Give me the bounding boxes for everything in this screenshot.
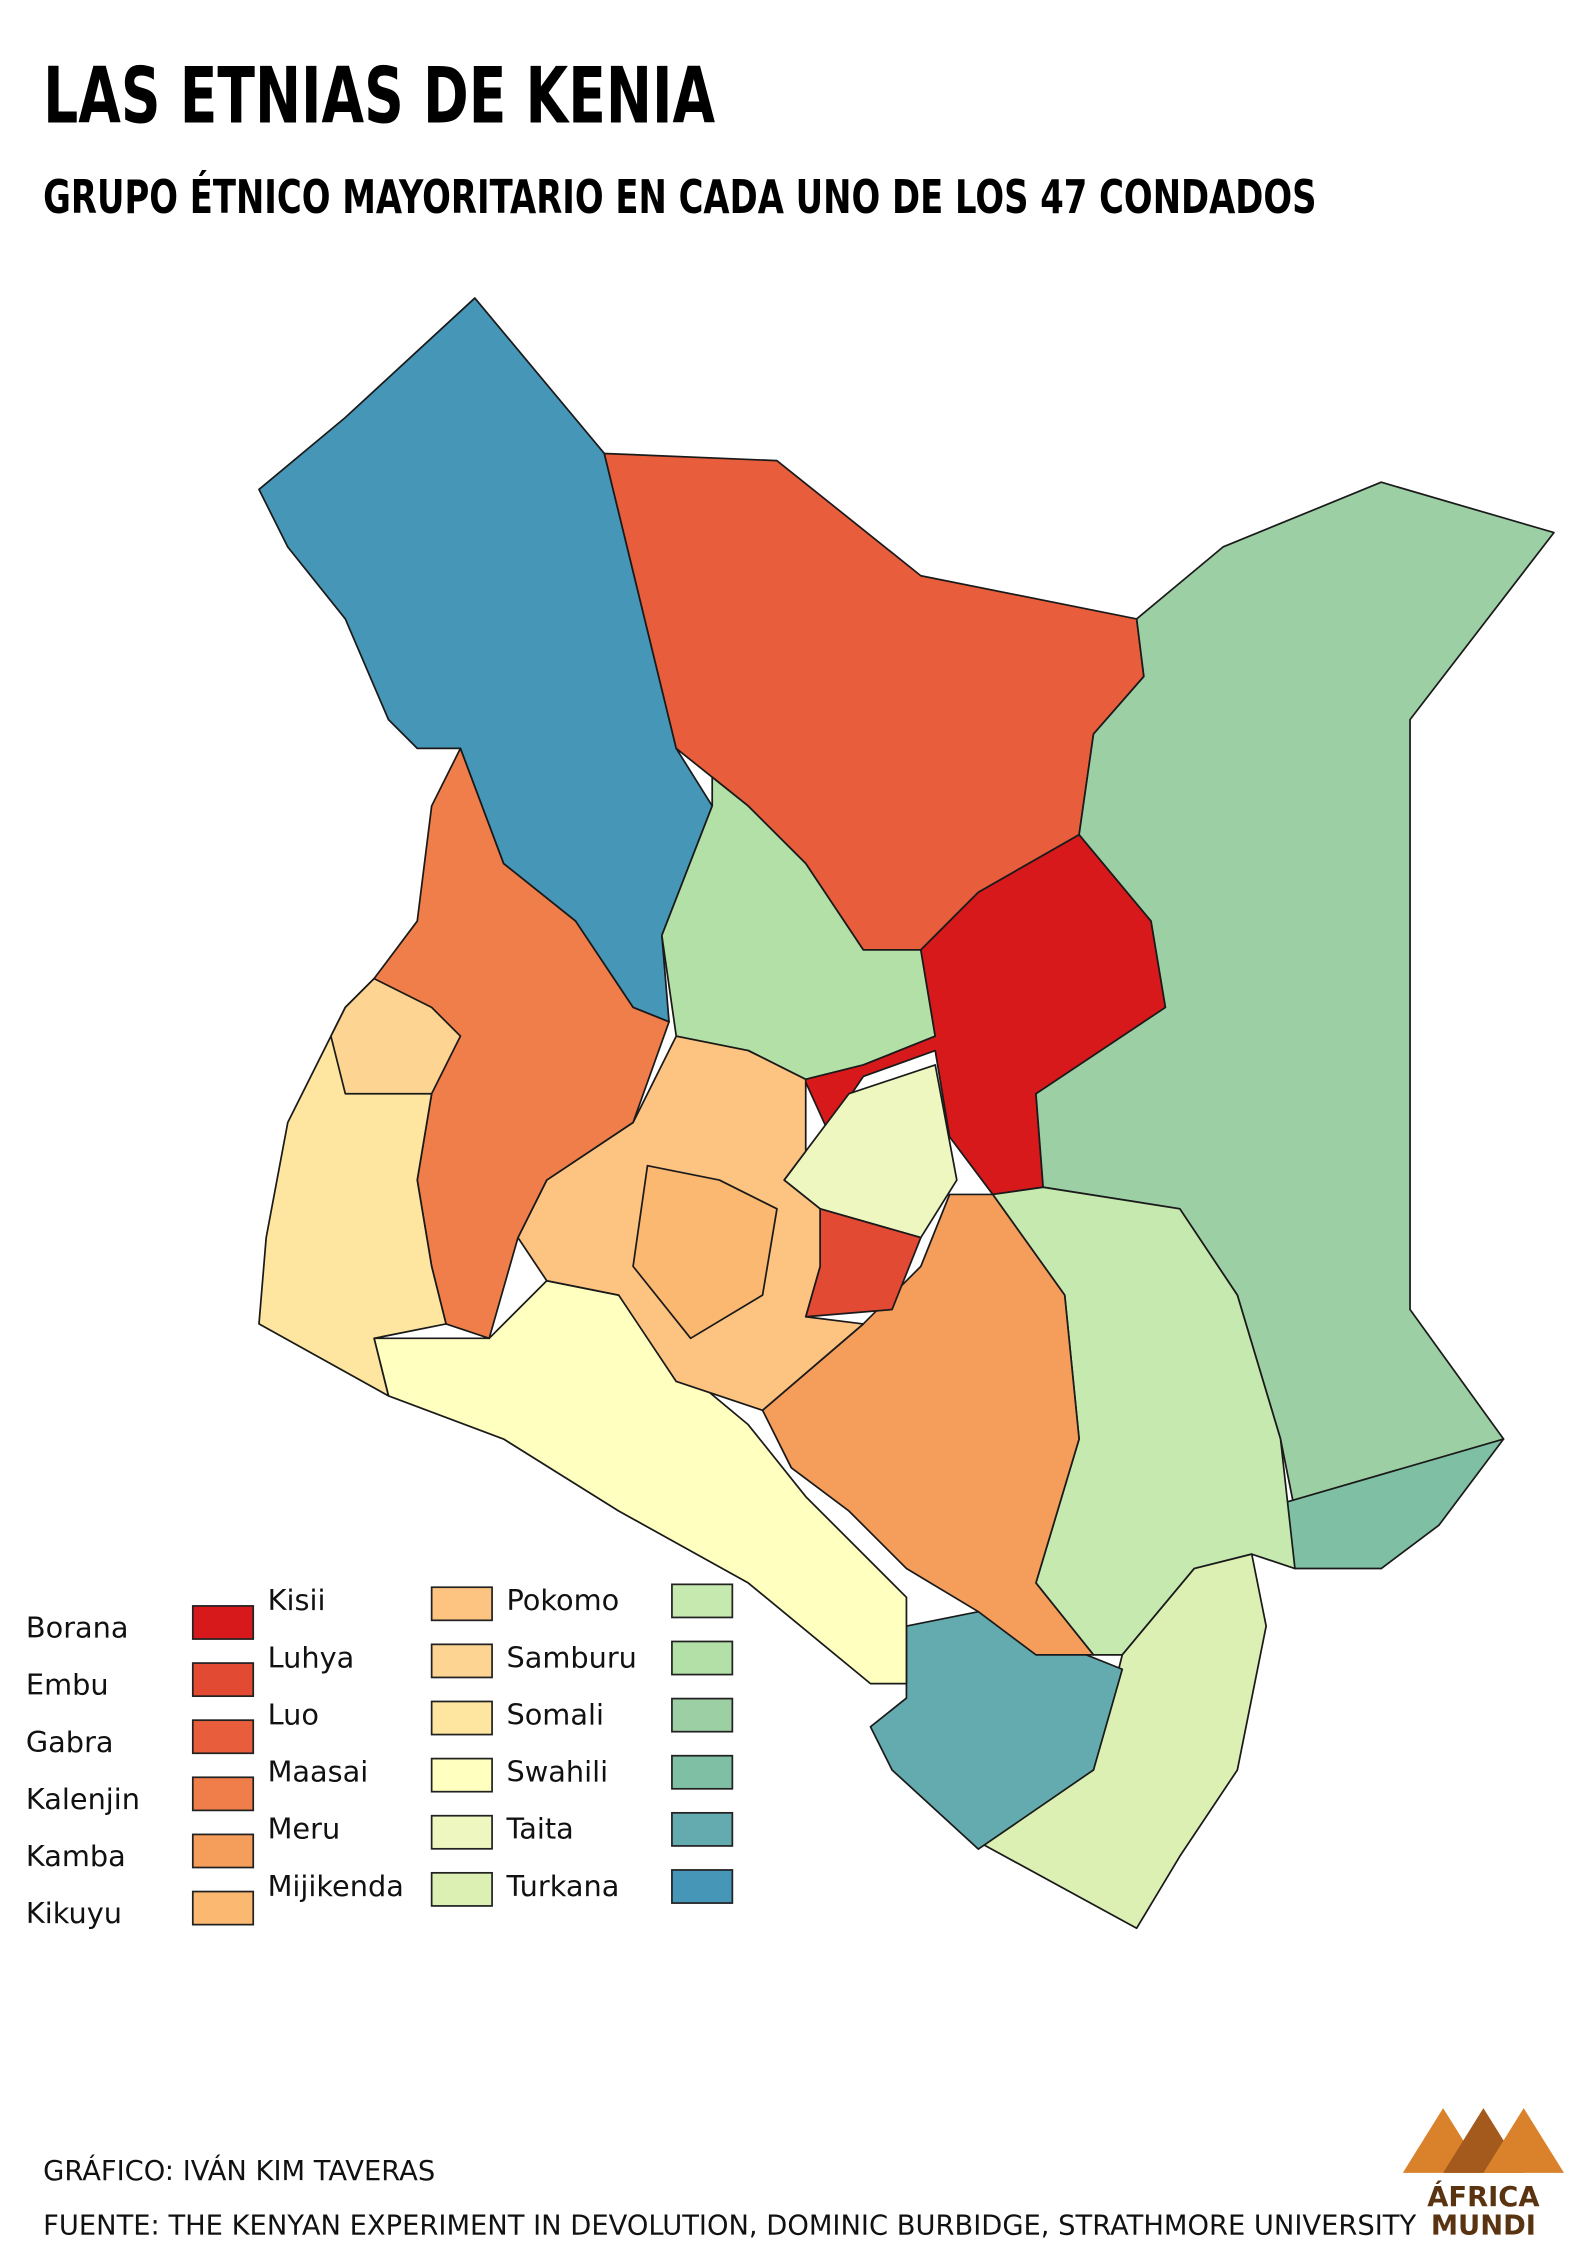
logo-text: MUNDI <box>1431 2211 1536 2242</box>
legend-label: Kikuyu <box>26 1896 122 1930</box>
logo-text: ÁFRICA <box>1427 2181 1540 2213</box>
legend-swatch <box>430 1700 493 1736</box>
legend-swatch <box>430 1757 493 1793</box>
legend-label: Meru <box>268 1812 341 1846</box>
legend-swatch <box>191 1776 255 1812</box>
legend-label: Swahili <box>506 1755 608 1789</box>
legend-label: Kisii <box>268 1583 326 1617</box>
legend-swatch <box>430 1643 493 1679</box>
legend-swatch <box>671 1640 734 1676</box>
legend-label: Mijikenda <box>268 1869 404 1903</box>
region <box>632 1164 778 1340</box>
legend-swatch <box>671 1811 734 1847</box>
legend-swatch <box>191 1605 255 1640</box>
logo-mountain <box>1483 2108 1564 2173</box>
legend-swatch <box>430 1586 493 1622</box>
legend-swatch <box>671 1583 734 1619</box>
legend-label: Taita <box>505 1812 573 1846</box>
logo: ÁFRICA MUNDI <box>1402 2108 1564 2242</box>
legend-label: Kamba <box>26 1839 126 1873</box>
region <box>330 977 462 1095</box>
legend-swatch <box>191 1833 255 1869</box>
legend-swatch <box>430 1871 493 1907</box>
legend-swatch <box>191 1662 255 1698</box>
source: FUENTE: THE KENYAN EXPERIMENT IN DEVOLUT… <box>43 2211 1416 2242</box>
legend-label: Luhya <box>268 1640 355 1674</box>
title: LAS ETNIAS DE KENIA <box>43 52 715 142</box>
credit: GRÁFICO: IVÁN KIM TAVERAS <box>43 2155 435 2187</box>
legend-label: Maasai <box>268 1755 369 1789</box>
legend-swatch <box>671 1869 734 1904</box>
legend-label: Luo <box>268 1697 319 1731</box>
legend-label: Kalenjin <box>26 1782 140 1816</box>
legend-label: Samburu <box>506 1640 636 1674</box>
legend: Borana Embu Gabra Kalenjin Kamba Kikuyu Kisii L… <box>26 1583 734 1930</box>
legend-label: Turkana <box>505 1869 619 1903</box>
legend-label: Gabra <box>26 1725 114 1759</box>
legend-swatch <box>671 1697 734 1733</box>
region <box>373 747 670 1340</box>
kenya-map <box>258 297 1555 1930</box>
legend-swatch <box>191 1890 255 1926</box>
legend-label: Somali <box>506 1697 603 1731</box>
legend-swatch <box>430 1814 493 1850</box>
subtitle: GRUPO ÉTNICO MAYORITARIO EN CADA UNO DE … <box>43 170 1316 224</box>
legend-label: Embu <box>26 1668 109 1702</box>
legend-label: Pokomo <box>506 1583 619 1617</box>
legend-swatch <box>191 1719 255 1755</box>
legend-label: Borana <box>26 1611 129 1645</box>
legend-swatch <box>671 1754 734 1790</box>
